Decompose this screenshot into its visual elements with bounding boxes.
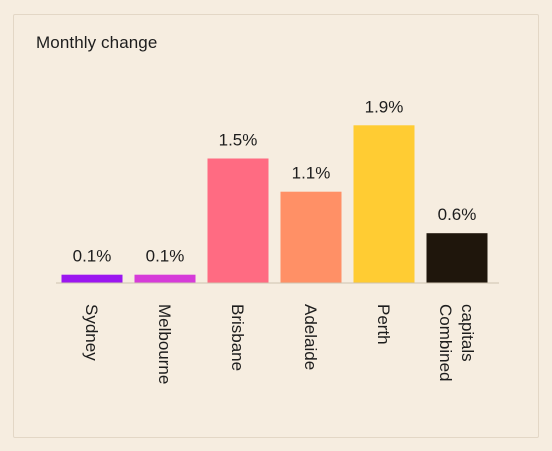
category-label-line: capitals <box>458 304 477 362</box>
chart-card <box>13 14 539 438</box>
bar-brisbane <box>207 158 269 283</box>
category-label-line: Brisbane <box>228 304 247 371</box>
category-label: Combined capitals <box>436 304 477 382</box>
bar-melbourne <box>134 274 196 283</box>
category-label-line: Sydney <box>82 304 101 361</box>
data-label: 0.6% <box>438 205 477 224</box>
bar-sydney <box>61 274 123 283</box>
bar-adelaide <box>280 191 342 283</box>
data-label: 0.1% <box>73 247 112 266</box>
data-label: 1.9% <box>365 97 404 116</box>
category-label: Adelaide <box>301 304 320 370</box>
category-label-line: Adelaide <box>301 304 320 370</box>
bar-combined-capitals <box>426 233 488 283</box>
chart-title: Monthly change <box>36 33 158 52</box>
data-label: 1.5% <box>219 131 258 150</box>
category-label: Brisbane <box>228 304 247 371</box>
data-label: 1.1% <box>292 164 331 183</box>
bar-perth <box>353 125 415 283</box>
category-label: Sydney <box>82 304 101 361</box>
category-label: Melbourne <box>155 304 174 384</box>
category-label-line: Combined <box>436 304 455 382</box>
category-label-line: Melbourne <box>155 304 174 384</box>
category-label: Perth <box>374 304 393 345</box>
data-label: 0.1% <box>146 247 185 266</box>
category-label-line: Perth <box>374 304 393 345</box>
